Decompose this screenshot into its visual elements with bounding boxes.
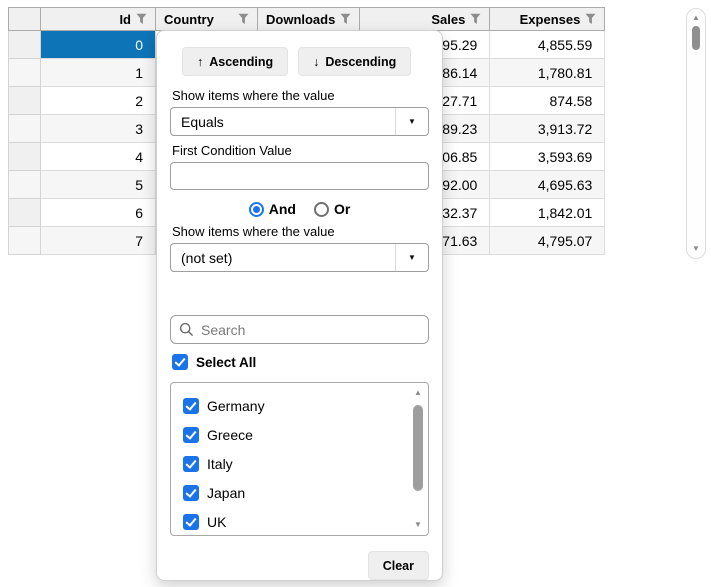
condition1-label: Show items where the value	[172, 88, 335, 103]
list-item-germany[interactable]: Germany	[183, 391, 404, 420]
cell-id[interactable]: 7	[40, 226, 156, 255]
checkbox-checked-icon[interactable]	[183, 455, 199, 472]
scroll-down-icon[interactable]: ▼	[692, 244, 700, 253]
list-item-label: Italy	[207, 455, 233, 472]
column-filter-menu: ↑ Ascending ↓ Descending Show items wher…	[156, 30, 443, 581]
filter-search-box	[170, 315, 429, 344]
radio-unselected-icon[interactable]	[313, 201, 329, 217]
cell-expenses[interactable]: 874.58	[489, 86, 606, 115]
checkbox-checked-icon[interactable]	[183, 426, 199, 443]
condition2-operator-dropdown[interactable]: (not set) ▼	[170, 243, 429, 272]
column-header-downloads[interactable]: Downloads	[256, 7, 361, 31]
condition1-operator-dropdown[interactable]: Equals ▼	[170, 107, 429, 136]
checkbox-checked-icon[interactable]	[183, 484, 199, 501]
radio-selected-icon[interactable]	[248, 201, 264, 217]
filter-icon[interactable]	[136, 13, 147, 25]
checkbox-checked-icon[interactable]	[183, 513, 199, 530]
list-vertical-scrollbar[interactable]: ▲ ▼	[410, 385, 426, 533]
row-header[interactable]	[8, 114, 41, 143]
cell-id[interactable]: 3	[40, 114, 156, 143]
list-item-japan[interactable]: Japan	[183, 478, 404, 507]
sort-ascending-button[interactable]: ↑ Ascending	[182, 47, 289, 76]
column-header-id-label: Id	[119, 11, 131, 27]
condition1-operator-value: Equals	[181, 113, 224, 130]
scroll-up-icon[interactable]: ▲	[414, 388, 422, 397]
arrow-down-icon: ↓	[313, 54, 320, 69]
logic-or-radio[interactable]: Or	[313, 201, 351, 217]
sort-descending-button[interactable]: ↓ Descending	[298, 47, 412, 76]
column-header-id[interactable]: Id	[40, 7, 156, 31]
grid-vertical-scrollbar[interactable]: ▲ ▼	[686, 8, 706, 259]
scrollbar-thumb[interactable]	[413, 405, 423, 491]
list-item-label: Japan	[207, 484, 246, 501]
column-header-downloads-label: Downloads	[266, 11, 336, 27]
sort-descending-label: Descending	[325, 54, 397, 69]
filter-icon[interactable]	[585, 13, 596, 25]
filter-icon[interactable]	[340, 13, 351, 25]
list-item-italy[interactable]: Italy	[183, 449, 404, 478]
cell-expenses[interactable]: 1,842.01	[489, 198, 606, 227]
condition1-value-input[interactable]	[170, 162, 429, 190]
column-header-sales[interactable]: Sales	[359, 7, 491, 31]
list-item-label: Germany	[207, 397, 265, 414]
select-all-checkbox[interactable]: Select All	[172, 353, 429, 371]
filter-icon[interactable]	[470, 13, 481, 25]
cell-id[interactable]: 6	[40, 198, 156, 227]
row-header[interactable]	[8, 58, 41, 87]
cell-id[interactable]: 4	[40, 142, 156, 171]
arrow-up-icon: ↑	[197, 54, 204, 69]
cell-id[interactable]: 5	[40, 170, 156, 199]
chevron-down-icon[interactable]: ▼	[395, 108, 428, 135]
select-all-label: Select All	[196, 354, 257, 370]
cell-id[interactable]: 2	[40, 86, 156, 115]
logic-and-label: And	[268, 201, 296, 217]
scrollbar-thumb[interactable]	[692, 26, 700, 50]
row-header[interactable]	[8, 30, 41, 59]
header-row: Id Country Downloads Sales	[8, 7, 606, 31]
cell-id[interactable]: 1	[40, 58, 156, 87]
list-item-label: Greece	[207, 426, 253, 443]
list-item-uk[interactable]: UK	[183, 507, 404, 535]
column-header-sales-label: Sales	[431, 11, 466, 27]
column-header-expenses-label: Expenses	[519, 11, 581, 27]
row-header[interactable]	[8, 198, 41, 227]
checkbox-checked-icon[interactable]	[172, 354, 188, 370]
row-header[interactable]	[8, 86, 41, 115]
condition2-operator-value: (not set)	[181, 249, 233, 266]
filter-icon[interactable]	[238, 13, 249, 25]
scroll-up-icon[interactable]: ▲	[692, 13, 700, 22]
cell-expenses[interactable]: 3,913.72	[489, 114, 606, 143]
row-header-corner	[8, 7, 41, 31]
row-header[interactable]	[8, 170, 41, 199]
list-item-greece[interactable]: Greece	[183, 420, 404, 449]
row-header[interactable]	[8, 142, 41, 171]
clear-button-label: Clear	[382, 558, 414, 573]
filter-values-list: Germany Greece Italy Japan UK ▲ ▼	[170, 382, 429, 536]
clear-button[interactable]: Clear	[367, 551, 429, 580]
cell-expenses[interactable]: 1,780.81	[489, 58, 606, 87]
search-input[interactable]	[201, 321, 420, 338]
checkbox-checked-icon[interactable]	[183, 397, 199, 414]
column-header-country-label: Country	[164, 11, 214, 27]
scroll-down-icon[interactable]: ▼	[414, 520, 422, 529]
condition1-value-label: First Condition Value	[172, 143, 292, 158]
logic-and-radio[interactable]: And	[248, 201, 296, 217]
cell-expenses[interactable]: 4,855.59	[489, 30, 606, 59]
cell-expenses[interactable]: 3,593.69	[489, 142, 606, 171]
column-header-country[interactable]: Country	[155, 7, 258, 31]
logic-or-label: Or	[333, 201, 351, 217]
column-header-expenses[interactable]: Expenses	[489, 7, 606, 31]
chevron-down-icon[interactable]: ▼	[395, 244, 428, 271]
cell-expenses[interactable]: 4,695.63	[489, 170, 606, 199]
list-item-label: UK	[207, 513, 227, 530]
cell-id-selected[interactable]: 0	[40, 30, 156, 59]
row-header[interactable]	[8, 226, 41, 255]
condition2-label: Show items where the value	[172, 224, 335, 239]
search-icon	[179, 322, 194, 337]
cell-expenses[interactable]: 4,795.07	[489, 226, 606, 255]
sort-ascending-label: Ascending	[209, 54, 274, 69]
